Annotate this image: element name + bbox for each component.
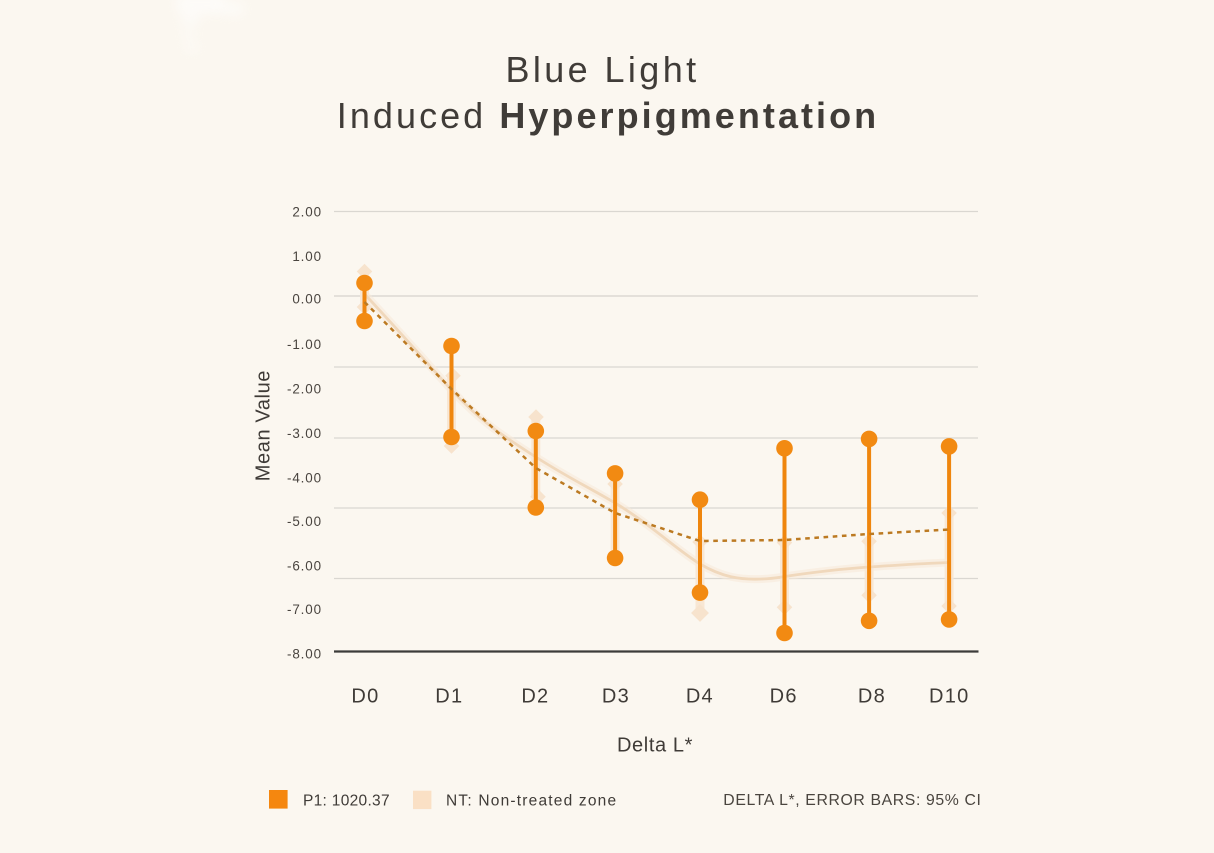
svg-text:D2: D2 [521, 686, 549, 708]
svg-text:D3: D3 [602, 686, 630, 708]
svg-text:1.00: 1.00 [292, 249, 322, 264]
svg-text:Blue Light: Blue Light [505, 49, 699, 90]
svg-text:P1: 1020.37: P1: 1020.37 [303, 792, 390, 809]
svg-text:D8: D8 [858, 686, 886, 708]
svg-text:D10: D10 [929, 686, 970, 708]
svg-text:-1.00: -1.00 [287, 337, 322, 352]
svg-text:D6: D6 [770, 686, 798, 708]
svg-text:-8.00: -8.00 [287, 646, 322, 661]
svg-text:-2.00: -2.00 [287, 381, 322, 396]
svg-text:DELTA L*, ERROR BARS: 95% CI: DELTA L*, ERROR BARS: 95% CI [723, 792, 981, 809]
svg-text:D0: D0 [351, 686, 379, 708]
svg-text:Induced Hyperpigmentation: Induced Hyperpigmentation [337, 95, 879, 136]
svg-text:2.00: 2.00 [292, 204, 322, 219]
svg-text:-3.00: -3.00 [287, 426, 322, 441]
svg-text:-6.00: -6.00 [287, 558, 322, 573]
svg-text:Mean Value: Mean Value [253, 370, 275, 481]
svg-text:-7.00: -7.00 [287, 602, 322, 617]
svg-text:D1: D1 [435, 686, 463, 708]
svg-text:-4.00: -4.00 [287, 471, 322, 486]
svg-text:D4: D4 [686, 686, 714, 708]
svg-text:Delta L*: Delta L* [617, 735, 693, 757]
svg-text:0.00: 0.00 [292, 292, 322, 307]
svg-text:-5.00: -5.00 [287, 514, 322, 529]
svg-text:NT: Non-treated zone: NT: Non-treated zone [446, 792, 617, 809]
